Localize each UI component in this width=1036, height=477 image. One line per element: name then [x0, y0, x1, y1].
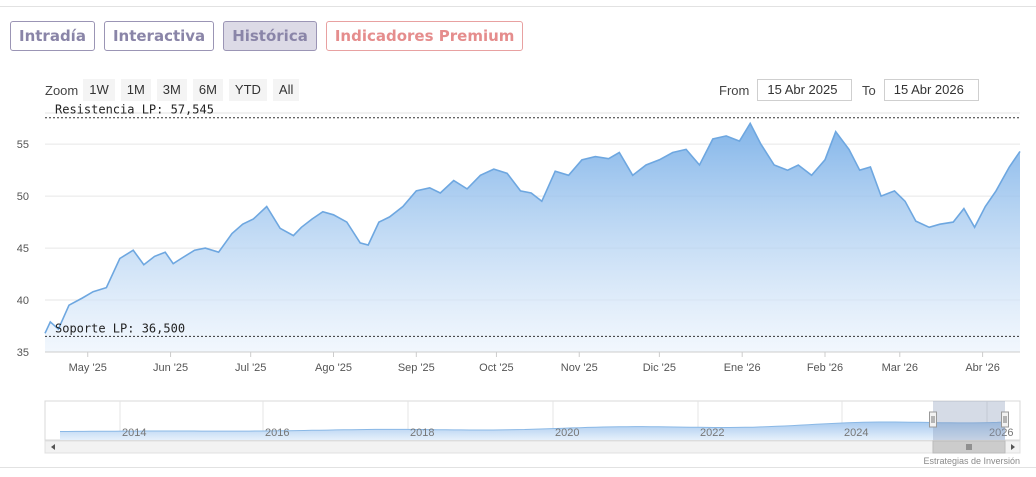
to-date-input[interactable]: 15 Abr 2026 [883, 79, 979, 101]
navigator-tick-label: 2024 [844, 427, 868, 439]
top-divider [0, 6, 1036, 7]
zoom-1w-button[interactable]: 1W [83, 79, 115, 101]
to-label: To [862, 82, 876, 98]
y-tick-label: 50 [17, 191, 29, 203]
navigator-area [60, 422, 1005, 440]
support-label: Soporte LP: 36,500 [55, 321, 185, 335]
x-tick-label: Nov '25 [561, 362, 598, 374]
zoom-3m-button[interactable]: 3M [156, 79, 187, 101]
navigator-left-handle[interactable] [929, 411, 937, 428]
scroll-left-icon[interactable] [51, 444, 55, 450]
x-tick-label: Abr '26 [965, 362, 1000, 374]
x-tick-label: Mar '26 [882, 362, 918, 374]
x-tick-label: Jul '25 [235, 362, 266, 374]
y-tick-label: 35 [17, 347, 29, 359]
range-to: To 15 Abr 2026 [862, 79, 979, 101]
navigator-right-handle[interactable] [1001, 411, 1009, 428]
navigator-scrollbar[interactable] [44, 440, 1021, 454]
from-label: From [719, 82, 750, 98]
x-tick-label: Jun '25 [153, 362, 188, 374]
zoom-label: Zoom [45, 82, 79, 98]
y-tick-label: 40 [17, 295, 29, 307]
x-tick-label: Dic '25 [643, 362, 676, 374]
navigator-tick-label: 2020 [555, 427, 579, 439]
tab-intradia[interactable]: Intradía [10, 21, 95, 51]
navigator-tick-label: 2014 [122, 427, 146, 439]
y-tick-label: 55 [17, 139, 29, 151]
tab-indicadores-premium[interactable]: Indicadores Premium [325, 21, 524, 51]
price-line [44, 121, 1021, 334]
resistance-label: Resistencia LP: 57,545 [55, 103, 214, 117]
navigator-tick-label: 2026 [989, 427, 1013, 439]
x-tick-label: Sep '25 [398, 362, 435, 374]
x-tick-label: Ago '25 [315, 362, 352, 374]
x-tick-label: Oct '25 [479, 362, 514, 374]
navigator-tick-label: 2018 [410, 427, 434, 439]
y-tick-label: 45 [17, 243, 29, 255]
range-from: From 15 Abr 2025 [719, 79, 853, 101]
zoom-6m-button[interactable]: 6M [192, 79, 223, 101]
zoom-all-button[interactable]: All [272, 79, 300, 101]
zoom-selector: Zoom 1W 1M 3M 6M YTD All [45, 79, 305, 101]
chart-tabs: Intradía Interactiva Histórica Indicador… [10, 21, 524, 51]
tab-historica[interactable]: Histórica [223, 21, 317, 51]
x-tick-label: Feb '26 [807, 362, 843, 374]
x-tick-label: Ene '26 [724, 362, 761, 374]
navigator-tick-label: 2022 [700, 427, 724, 439]
tab-interactiva[interactable]: Interactiva [103, 21, 215, 51]
zoom-1m-button[interactable]: 1M [120, 79, 151, 101]
price-area [45, 123, 1020, 353]
scroll-right-icon[interactable] [1011, 444, 1015, 450]
navigator-selection [933, 401, 1005, 440]
zoom-ytd-button[interactable]: YTD [228, 79, 267, 101]
navigator-line [60, 421, 1006, 432]
navigator-tick-label: 2016 [265, 427, 289, 439]
x-tick-label: May '25 [69, 362, 107, 374]
from-date-input[interactable]: 15 Abr 2025 [757, 79, 853, 101]
bottom-divider [0, 467, 1036, 468]
credit-text: Estrategias de Inversión [923, 456, 1020, 466]
